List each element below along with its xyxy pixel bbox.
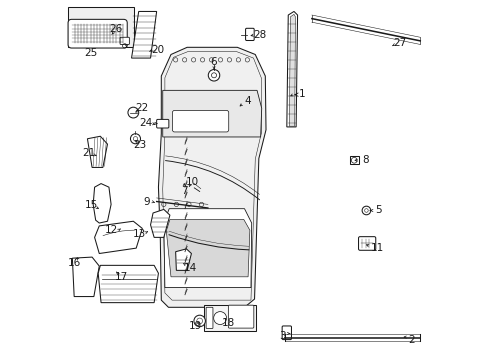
Polygon shape [163, 209, 251, 288]
Polygon shape [289, 14, 295, 126]
Text: 24: 24 [139, 118, 152, 128]
Circle shape [362, 206, 370, 215]
Text: 2: 2 [407, 334, 414, 345]
Circle shape [213, 312, 226, 324]
FancyBboxPatch shape [68, 19, 127, 48]
Text: 14: 14 [183, 263, 197, 273]
Text: 6: 6 [210, 57, 217, 67]
Polygon shape [175, 249, 191, 270]
FancyBboxPatch shape [206, 307, 212, 328]
Polygon shape [72, 257, 99, 297]
Text: 25: 25 [84, 48, 98, 58]
Circle shape [364, 209, 367, 212]
Circle shape [133, 136, 137, 141]
Text: 28: 28 [253, 30, 266, 40]
Text: 17: 17 [115, 272, 128, 282]
FancyBboxPatch shape [204, 305, 256, 330]
Text: 9: 9 [143, 197, 150, 207]
Circle shape [130, 134, 140, 144]
FancyBboxPatch shape [156, 120, 168, 128]
Polygon shape [98, 265, 158, 303]
Text: 1: 1 [298, 89, 305, 99]
FancyBboxPatch shape [245, 28, 254, 41]
Text: 26: 26 [109, 24, 122, 35]
FancyBboxPatch shape [282, 326, 291, 339]
Text: 4: 4 [244, 96, 250, 106]
FancyBboxPatch shape [120, 37, 129, 44]
FancyBboxPatch shape [358, 237, 375, 250]
Text: 22: 22 [135, 103, 149, 113]
Text: 5: 5 [375, 206, 382, 216]
Polygon shape [93, 184, 111, 223]
FancyBboxPatch shape [349, 156, 358, 164]
Circle shape [128, 107, 139, 118]
Circle shape [211, 73, 216, 78]
Circle shape [196, 318, 202, 324]
Circle shape [208, 69, 219, 81]
Text: 12: 12 [105, 225, 118, 235]
Polygon shape [286, 12, 297, 127]
Text: 10: 10 [185, 177, 198, 187]
FancyBboxPatch shape [68, 7, 134, 47]
FancyBboxPatch shape [228, 305, 253, 328]
Polygon shape [131, 12, 156, 58]
Polygon shape [163, 90, 261, 137]
Text: 27: 27 [392, 38, 405, 48]
Text: 7: 7 [181, 186, 187, 197]
Text: 19: 19 [188, 321, 201, 330]
Text: 8: 8 [362, 155, 368, 165]
Text: 18: 18 [222, 318, 235, 328]
Polygon shape [87, 136, 107, 167]
Circle shape [351, 157, 356, 163]
Text: 21: 21 [81, 148, 95, 158]
Text: 16: 16 [68, 258, 81, 268]
Text: 3: 3 [278, 331, 285, 341]
Polygon shape [150, 210, 169, 237]
Text: 11: 11 [370, 243, 384, 253]
Polygon shape [158, 47, 265, 307]
Polygon shape [94, 221, 142, 253]
Text: 15: 15 [84, 200, 98, 210]
Polygon shape [166, 220, 249, 277]
Text: 13: 13 [133, 229, 146, 239]
FancyBboxPatch shape [172, 111, 228, 132]
Text: 20: 20 [151, 45, 164, 55]
Circle shape [194, 315, 205, 327]
Text: 23: 23 [133, 140, 146, 150]
